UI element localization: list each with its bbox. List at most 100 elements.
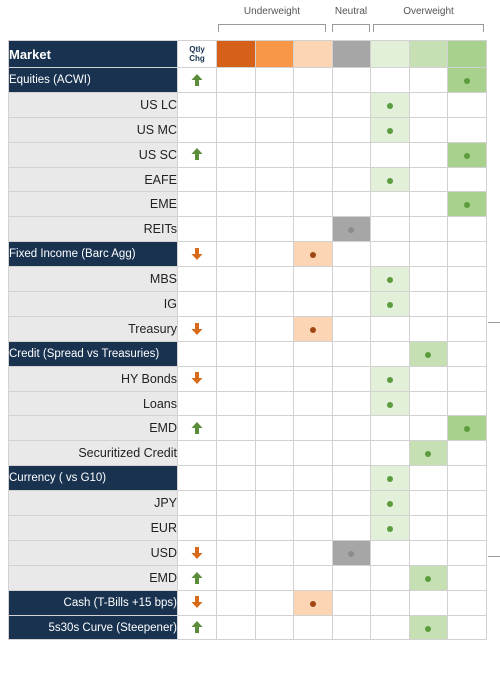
rating-dot-icon xyxy=(309,252,316,259)
rating-cell xyxy=(370,365,410,392)
rating-cell xyxy=(331,141,371,168)
rating-cell xyxy=(447,191,487,218)
quarterly-change-cell xyxy=(177,216,217,243)
table-row: IG xyxy=(8,291,487,317)
rating-cell xyxy=(293,191,333,218)
rating-cell xyxy=(370,291,410,317)
rating-cell xyxy=(370,141,410,168)
rating-dot-icon xyxy=(386,501,393,508)
quarterly-change-cell xyxy=(177,191,217,218)
rating-cell xyxy=(216,564,256,591)
quarterly-change-cell xyxy=(177,515,217,541)
rating-cell xyxy=(447,315,487,342)
quarterly-change-cell xyxy=(177,241,217,268)
rating-cell xyxy=(370,191,410,218)
table-row: EAFE xyxy=(8,166,487,193)
rating-cell xyxy=(254,465,294,492)
chg-header-line2: Chg xyxy=(189,54,205,63)
market-label: EAFE xyxy=(8,166,178,193)
rating-cell xyxy=(447,67,487,93)
rating-cell xyxy=(216,415,256,442)
rating-dot-icon xyxy=(348,550,355,557)
rating-cell xyxy=(216,67,256,93)
arrow-up-icon xyxy=(191,422,203,435)
rating-cell xyxy=(331,365,371,392)
rating-cell xyxy=(293,465,333,492)
rating-cell xyxy=(331,116,371,143)
rating-cell xyxy=(216,191,256,218)
rating-cell xyxy=(254,589,294,616)
table-row: Treasury xyxy=(8,315,487,342)
quarterly-change-cell xyxy=(177,91,217,118)
market-label: Fixed Income (Barc Agg) xyxy=(8,241,178,268)
rating-cell xyxy=(370,490,410,517)
rating-dot-icon xyxy=(425,351,432,358)
rating-cell xyxy=(447,465,487,492)
scale-swatch-7 xyxy=(447,40,487,68)
arrow-down-icon xyxy=(191,372,203,385)
rating-cell xyxy=(254,390,294,417)
market-label: US SC xyxy=(8,141,178,168)
rating-dot-icon xyxy=(425,625,432,632)
table-row: US MC xyxy=(8,116,487,143)
arrow-down-icon xyxy=(191,546,203,559)
rating-cell xyxy=(408,490,448,517)
rating-cell xyxy=(216,515,256,541)
rating-dot-icon xyxy=(386,277,393,284)
rating-cell xyxy=(331,390,371,417)
chg-header-line1: Qtly xyxy=(189,45,205,54)
rating-cell xyxy=(408,166,448,193)
rating-cell xyxy=(216,390,256,417)
table-row: MBS xyxy=(8,266,487,293)
quarterly-change-cell xyxy=(177,415,217,442)
rating-cell xyxy=(293,515,333,541)
rating-cell xyxy=(216,241,256,268)
underweight-group-header: Underweight xyxy=(218,6,326,32)
quarterly-change-cell xyxy=(177,266,217,293)
rating-cell xyxy=(370,515,410,541)
market-label: Loans xyxy=(8,390,178,417)
rating-cell xyxy=(370,241,410,268)
rating-cell xyxy=(408,614,448,641)
rating-cell xyxy=(216,539,256,566)
quarterly-change-cell xyxy=(177,490,217,517)
neutral-group-header: Neutral xyxy=(332,6,370,32)
quarterly-change-cell xyxy=(177,67,217,93)
underweight-label: Underweight xyxy=(243,6,301,17)
quarterly-change-cell xyxy=(177,614,217,641)
rating-cell xyxy=(447,91,487,118)
overweight-bracket xyxy=(373,24,484,32)
rating-cell xyxy=(408,515,448,541)
arrow-up-icon xyxy=(191,571,203,584)
rating-cell xyxy=(331,515,371,541)
market-label: 5s30s Curve (Steepener) xyxy=(8,614,178,641)
rating-cell xyxy=(216,340,256,367)
rating-cell xyxy=(254,564,294,591)
rating-cell xyxy=(331,67,371,93)
table-row: Fixed Income (Barc Agg) xyxy=(8,241,487,268)
rating-cell xyxy=(293,315,333,342)
rating-cell xyxy=(447,614,487,641)
rating-dot-icon xyxy=(386,127,393,134)
neutral-label: Neutral xyxy=(334,6,368,17)
rating-cell xyxy=(254,266,294,293)
side-tick-mark xyxy=(488,322,500,323)
rating-cell xyxy=(370,91,410,118)
rating-cell xyxy=(254,291,294,317)
arrow-up-icon xyxy=(191,148,203,161)
table-row: EMD xyxy=(8,564,487,591)
rating-cell xyxy=(293,390,333,417)
rating-cell xyxy=(331,490,371,517)
rating-cell xyxy=(447,515,487,541)
rating-cell xyxy=(331,440,371,467)
rating-cell xyxy=(293,564,333,591)
rating-cell xyxy=(216,166,256,193)
rating-cell xyxy=(370,340,410,367)
table-row: Loans xyxy=(8,390,487,417)
rating-cell xyxy=(447,340,487,367)
market-label: EUR xyxy=(8,515,178,541)
rating-cell xyxy=(293,141,333,168)
rating-cell xyxy=(331,614,371,641)
rating-cell xyxy=(331,465,371,492)
rating-cell xyxy=(216,141,256,168)
